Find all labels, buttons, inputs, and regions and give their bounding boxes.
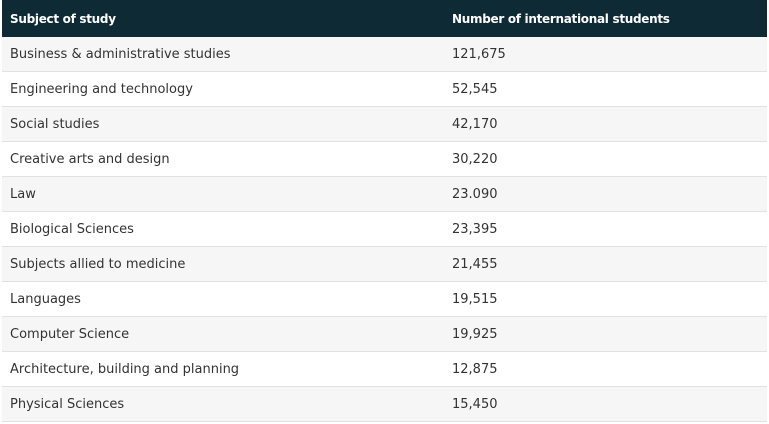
subject-cell: Physical Sciences [2,386,444,422]
subject-cell: Computer Science [2,316,444,352]
count-cell: 42,170 [444,106,767,142]
table-row: Creative arts and design 30,220 [2,141,767,177]
count-cell: 19,515 [444,281,767,317]
subject-cell: Biological Sciences [2,211,444,247]
subject-cell: Subjects allied to medicine [2,246,444,282]
count-cell: 15,450 [444,386,767,422]
table-row: Business & administrative studies 121,675 [2,37,767,72]
table-row: Languages 19,515 [2,281,767,317]
table-body: Business & administrative studies 121,675… [2,37,767,422]
header-cell: Subject of study [2,0,444,37]
header-cell: Number of international students [444,0,767,37]
table-row: Engineering and technology 52,545 [2,71,767,107]
table-row: Social studies 42,170 [2,106,767,142]
subject-cell: Creative arts and design [2,141,444,177]
subject-cell: Law [2,176,444,212]
table-row: Law 23.090 [2,176,767,212]
subject-cell: Architecture, building and planning [2,351,444,387]
table-row: Architecture, building and planning 12,87… [2,351,767,387]
table-row: Computer Science 19,925 [2,316,767,352]
count-cell: 121,675 [444,37,767,72]
subject-cell: Social studies [2,106,444,142]
subject-cell: Languages [2,281,444,317]
count-cell: 23.090 [444,176,767,212]
table-row: Subjects allied to medicine 21,455 [2,246,767,282]
table-row: Physical Sciences 15,450 [2,386,767,422]
count-cell: 21,455 [444,246,767,282]
table-row: Biological Sciences 23,395 [2,211,767,247]
subject-cell: Business & administrative studies [2,37,444,72]
count-cell: 12,875 [444,351,767,387]
count-cell: 52,545 [444,71,767,107]
count-cell: 30,220 [444,141,767,177]
count-cell: 19,925 [444,316,767,352]
header-row: Subject of study Number of international … [2,0,767,37]
subject-cell: Engineering and technology [2,71,444,107]
count-cell: 23,395 [444,211,767,247]
